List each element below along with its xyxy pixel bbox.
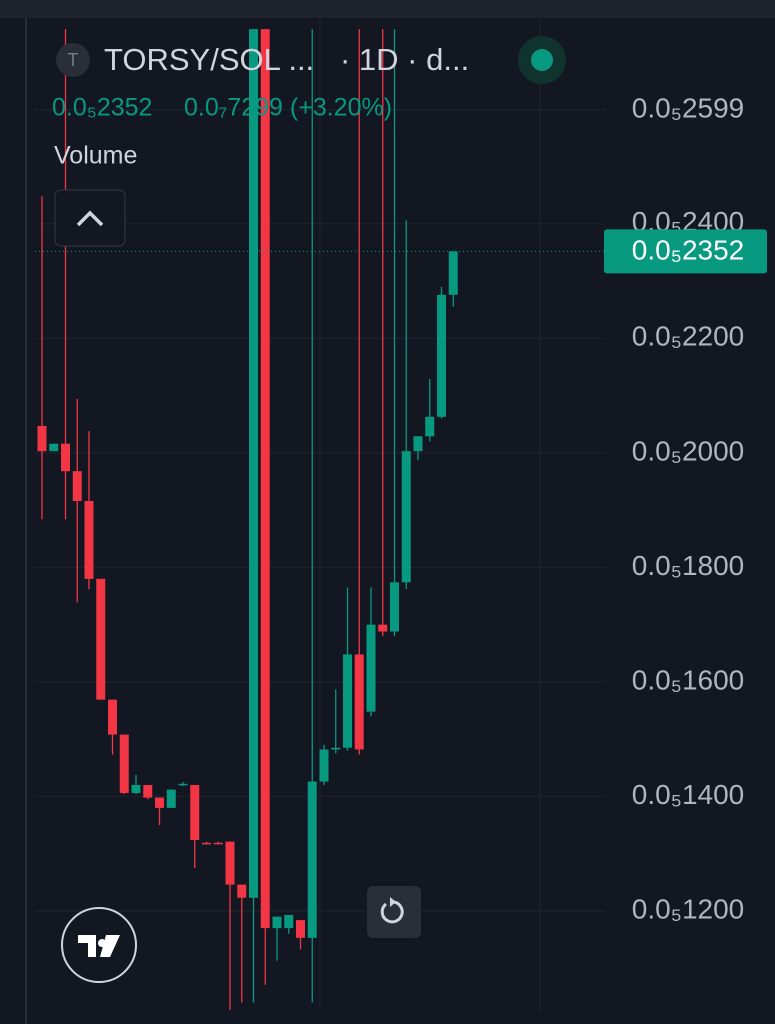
- candle-body: [331, 747, 341, 750]
- chevron: [76, 210, 104, 227]
- candle-body: [84, 500, 94, 579]
- candle-body: [284, 914, 294, 929]
- candle-body: [343, 654, 352, 748]
- collapse-box[interactable]: [54, 189, 126, 247]
- y-tick-label: 0.0₅2000: [632, 435, 745, 466]
- candle-body: [296, 920, 305, 938]
- symbol-icon: [56, 43, 90, 77]
- candle-body: [166, 789, 176, 808]
- status-dot: [531, 49, 553, 71]
- last-price-badge: [604, 229, 767, 274]
- reset-arrow: [380, 900, 404, 924]
- candle-body: [61, 443, 70, 472]
- logo[interactable]: [61, 907, 137, 983]
- candle-body: [366, 624, 376, 712]
- candle-body: [413, 436, 423, 452]
- candle-body: [49, 443, 59, 452]
- candle-body: [390, 582, 399, 632]
- reset-arrowhead: [390, 897, 396, 907]
- candle-body: [96, 578, 106, 700]
- change: 0.0₇7299 (+3.20%): [184, 94, 392, 122]
- candle-body: [155, 797, 164, 808]
- candle-body: [190, 784, 200, 840]
- candle-body: [378, 624, 388, 632]
- interval[interactable]: · 1D · d...: [340, 42, 469, 77]
- y-tick-label: 0.0₅2200: [632, 321, 745, 352]
- header: T TORSY/SOL ... · 1D · d... 0.0₅2352 0.0…: [52, 36, 566, 170]
- candle-body: [108, 699, 117, 735]
- candle-body: [249, 29, 258, 898]
- candle-body: [37, 425, 47, 452]
- candle-body: [131, 784, 141, 793]
- reset-button[interactable]: [367, 886, 421, 938]
- logo-mark: [78, 935, 120, 957]
- candle-body: [213, 842, 223, 845]
- candle-body: [319, 749, 329, 782]
- candle-body: [437, 294, 446, 417]
- candle-body: [237, 884, 247, 898]
- top-strip: [0, 0, 775, 18]
- candle-body: [119, 734, 129, 793]
- last-price-label: 0.0₅2352: [632, 235, 745, 266]
- indicator-name: Volume: [54, 142, 137, 170]
- last-price: 0.0₅2352: [52, 94, 152, 122]
- y-tick-label: 0.0₅2599: [632, 92, 745, 123]
- candle-body: [202, 842, 211, 845]
- candle-body: [307, 781, 317, 938]
- collapse-button[interactable]: [54, 189, 126, 247]
- candle-body: [178, 783, 188, 786]
- candle-body: [72, 471, 82, 501]
- reset-box[interactable]: [367, 886, 421, 938]
- y-tick-label: 0.0₅1400: [632, 779, 745, 810]
- y-tick-label: 0.0₅1600: [632, 664, 745, 695]
- candle-body: [425, 416, 435, 437]
- y-tick-label: 0.0₅1200: [632, 893, 745, 924]
- candle-body: [401, 451, 411, 583]
- symbol[interactable]: TORSY/SOL ...: [104, 42, 314, 77]
- candle-body: [272, 916, 282, 929]
- candle-body: [225, 841, 235, 885]
- panel-border: [25, 18, 27, 1024]
- candle-body: [143, 784, 153, 798]
- candle-body: [260, 29, 270, 929]
- candle-body: [354, 654, 364, 750]
- candle-body: [448, 251, 458, 295]
- y-tick-label: 0.0₅1800: [632, 550, 745, 581]
- symbol-icon-letter: T: [68, 50, 79, 70]
